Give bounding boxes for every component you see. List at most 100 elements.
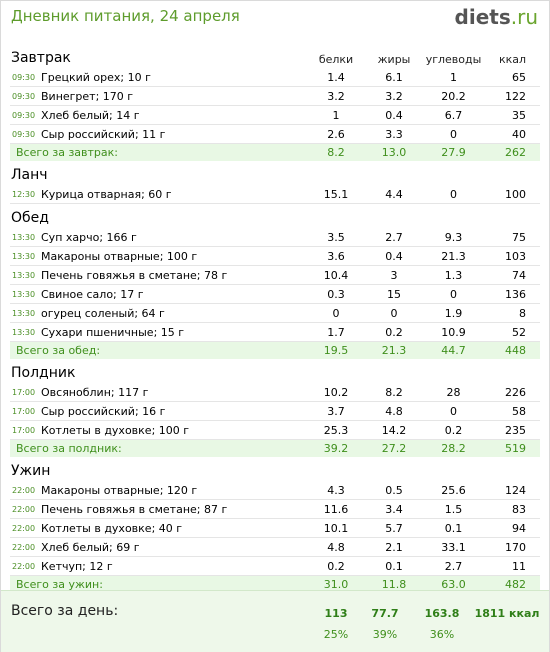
food-carbs: 9.3	[421, 228, 487, 247]
food-protein: 0	[305, 303, 368, 323]
food-row[interactable]: 13:30 Суп харчо; 166 г 3.5 2.7 9.3 75	[10, 228, 541, 247]
food-name: Кетчуп; 12 г	[41, 556, 306, 576]
food-fat: 2.7	[367, 228, 422, 247]
food-row[interactable]: 09:30 Грецкий орех; 10 г 1.4 6.1 1 65	[10, 68, 541, 87]
site-logo[interactable]: diets.ru	[455, 5, 538, 29]
food-row[interactable]: 17:00 Сыр российский; 16 г 3.7 4.8 0 58	[10, 401, 541, 421]
meal-total-row: Всего за обед: 19.5 21.3 44.7 448	[10, 341, 541, 359]
meal-header: Обед	[10, 204, 540, 229]
food-protein: 3.7	[305, 401, 368, 421]
meal-total-kcal: 262	[486, 143, 541, 161]
page-header: Дневник питания, 24 апреля diets.ru	[0, 0, 550, 36]
food-protein: 10.2	[305, 383, 368, 402]
day-kcal: 1811 ккал	[474, 607, 540, 620]
food-name: Овсяноблин; 117 г	[41, 383, 306, 402]
meal-total-row: Всего за ужин: 31.0 11.8 63.0 482	[10, 575, 541, 593]
food-name: Печень говяжья в сметане; 87 г	[41, 499, 306, 519]
food-name: Курица отварная; 60 г	[41, 185, 306, 204]
food-time: 22:00	[10, 537, 41, 557]
food-carbs: 10.9	[421, 322, 487, 342]
food-row[interactable]: 17:00 Котлеты в духовке; 100 г 25.3 14.2 0.2…	[10, 420, 541, 440]
food-carbs: 2.7	[421, 556, 487, 576]
food-fat: 3.2	[367, 86, 422, 106]
food-time: 22:00	[10, 499, 41, 519]
food-row[interactable]: 13:30 Свиное сало; 17 г 0.3 15 0 136	[10, 284, 541, 304]
food-carbs: 0	[421, 284, 487, 304]
meal-total-label: Всего за полдник:	[10, 439, 306, 457]
food-row[interactable]: 13:30 огурец соленый; 64 г 0 0 1.9 8	[10, 303, 541, 323]
food-row[interactable]: 22:00 Хлеб белый; 69 г 4.8 2.1 33.1 170	[10, 537, 541, 557]
food-kcal: 170	[486, 537, 541, 557]
food-row[interactable]: 22:00 Макароны отварные; 120 г 4.3 0.5 25.6 1…	[10, 481, 541, 500]
food-row[interactable]: 13:30 Печень говяжья в сметане; 78 г 10.4 3…	[10, 265, 541, 285]
food-row[interactable]: 17:00 Овсяноблин; 117 г 10.2 8.2 28 226	[10, 383, 541, 402]
food-row[interactable]: 22:00 Печень говяжья в сметане; 87 г 11.6 3…	[10, 499, 541, 519]
food-time: 12:30	[10, 185, 41, 204]
food-row[interactable]: 22:00 Кетчуп; 12 г 0.2 0.1 2.7 11	[10, 556, 541, 576]
food-protein: 0.3	[305, 284, 368, 304]
food-kcal: 226	[486, 383, 541, 402]
column-header-fat: жиры	[377, 53, 411, 66]
day-protein-pct: 25%	[323, 628, 349, 641]
column-header-protein: белки	[318, 53, 354, 66]
food-fat: 3.3	[367, 124, 422, 144]
food-protein: 11.6	[305, 499, 368, 519]
food-time: 09:30	[10, 68, 41, 87]
food-name: Свиное сало; 17 г	[41, 284, 306, 304]
food-kcal: 83	[486, 499, 541, 519]
logo-tld: .ru	[510, 5, 538, 29]
food-fat: 14.2	[367, 420, 422, 440]
column-header-kcal: ккал	[498, 53, 527, 66]
meal-total-protein: 39.2	[305, 439, 368, 457]
food-time: 13:30	[10, 284, 41, 304]
meal-total-protein: 31.0	[305, 575, 368, 593]
food-carbs: 33.1	[421, 537, 487, 557]
food-protein: 4.3	[305, 481, 368, 500]
food-fat: 0.5	[367, 481, 422, 500]
food-row[interactable]: 09:30 Хлеб белый; 14 г 1 0.4 6.7 35	[10, 105, 541, 125]
food-protein: 15.1	[305, 185, 368, 204]
food-row[interactable]: 13:30 Сухари пшеничные; 15 г 1.7 0.2 10.9 52	[10, 322, 541, 342]
food-carbs: 1.9	[421, 303, 487, 323]
food-fat: 0.2	[367, 322, 422, 342]
meal-title: Обед	[11, 210, 49, 226]
food-protein: 3.2	[305, 86, 368, 106]
food-protein: 1.7	[305, 322, 368, 342]
food-protein: 4.8	[305, 537, 368, 557]
meal-total-carbs: 27.9	[421, 143, 487, 161]
food-kcal: 136	[486, 284, 541, 304]
food-fat: 5.7	[367, 518, 422, 538]
food-kcal: 11	[486, 556, 541, 576]
food-carbs: 1	[421, 68, 487, 87]
food-row[interactable]: 22:00 Котлеты в духовке; 40 г 10.1 5.7 0.1 94	[10, 518, 541, 538]
food-time: 09:30	[10, 105, 41, 125]
food-row[interactable]: 12:30 Курица отварная; 60 г 15.1 4.4 0 100	[10, 185, 541, 204]
meal-header: Ланч	[10, 161, 540, 185]
day-fat: 77.7	[371, 607, 399, 620]
diary-table-container: Завтрак белки жиры углеводы ккал 09:30 Грецкий…	[10, 44, 541, 593]
food-name: Хлеб белый; 14 г	[41, 105, 306, 125]
food-protein: 0.2	[305, 556, 368, 576]
food-time: 22:00	[10, 518, 41, 538]
meal-header: Ужин	[10, 457, 540, 481]
food-protein: 10.1	[305, 518, 368, 538]
food-name: Сухари пшеничные; 15 г	[41, 322, 306, 342]
food-fat: 3	[367, 265, 422, 285]
food-name: Макароны отварные; 120 г	[41, 481, 306, 500]
meal-total-row: Всего за полдник: 39.2 27.2 28.2 519	[10, 439, 541, 457]
food-carbs: 1.3	[421, 265, 487, 285]
food-row[interactable]: 13:30 Макароны отварные; 100 г 3.6 0.4 21.3 1…	[10, 246, 541, 266]
food-name: Котлеты в духовке; 100 г	[41, 420, 306, 440]
food-time: 09:30	[10, 124, 41, 144]
food-row[interactable]: 09:30 Сыр российский; 11 г 2.6 3.3 0 40	[10, 124, 541, 144]
food-time: 13:30	[10, 265, 41, 285]
meal-title: Ужин	[11, 463, 51, 479]
food-fat: 0	[367, 303, 422, 323]
meal-total-kcal: 482	[486, 575, 541, 593]
food-time: 22:00	[10, 481, 41, 500]
food-row[interactable]: 09:30 Винегрет; 170 г 3.2 3.2 20.2 122	[10, 86, 541, 106]
food-kcal: 40	[486, 124, 541, 144]
food-fat: 4.4	[367, 185, 422, 204]
food-protein: 3.6	[305, 246, 368, 266]
food-fat: 8.2	[367, 383, 422, 402]
